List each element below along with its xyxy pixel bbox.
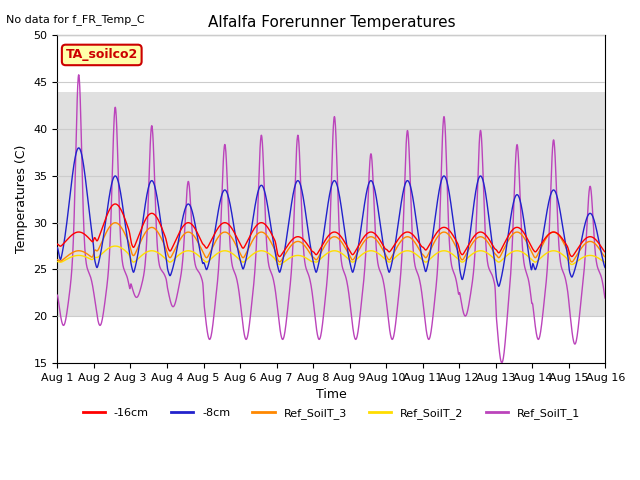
Bar [58,92,605,316]
Text: TA_soilco2: TA_soilco2 [66,48,138,61]
X-axis label: Time: Time [316,388,347,401]
Y-axis label: Temperatures (C): Temperatures (C) [15,145,28,253]
Title: Alfalfa Forerunner Temperatures: Alfalfa Forerunner Temperatures [207,15,455,30]
Legend: -16cm, -8cm, Ref_SoilT_3, Ref_SoilT_2, Ref_SoilT_1: -16cm, -8cm, Ref_SoilT_3, Ref_SoilT_2, R… [78,403,584,423]
Text: No data for f_FR_Temp_C: No data for f_FR_Temp_C [6,14,145,25]
